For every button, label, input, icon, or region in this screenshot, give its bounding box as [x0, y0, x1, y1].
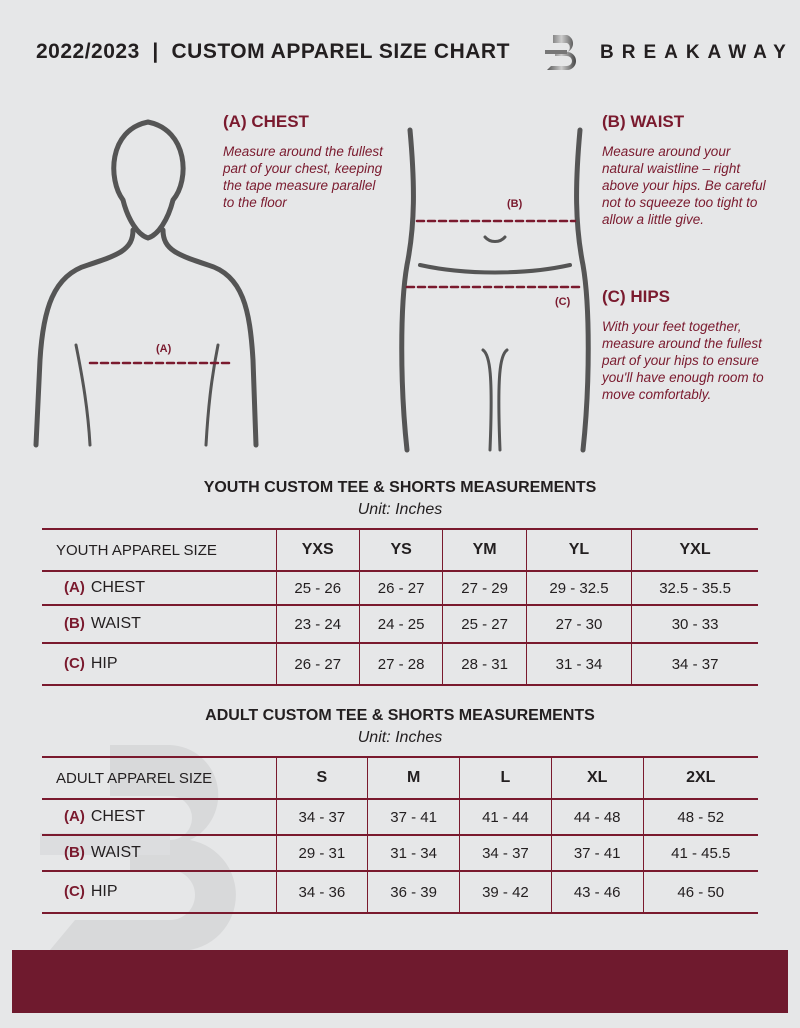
table-cell: 34 - 37: [459, 834, 552, 872]
size-column-header: YXS: [275, 528, 360, 572]
size-column-header: XL: [550, 756, 644, 800]
row-label: (B) WAIST: [42, 604, 276, 644]
table-cell: 27 - 30: [525, 604, 632, 644]
footer-bar: [12, 950, 788, 1013]
row-letter: (C): [64, 883, 85, 900]
row-letter: (A): [64, 808, 85, 825]
table-cell: 37 - 41: [367, 798, 460, 836]
table-cell: 31 - 34: [525, 642, 632, 686]
table-cell: 31 - 34: [367, 834, 460, 872]
table-cell: 34 - 37: [631, 642, 758, 686]
size-column-header: YXL: [631, 528, 758, 572]
waist-heading: (B) WAIST: [602, 112, 685, 131]
size-column-header: M: [367, 756, 460, 800]
hips-heading: (C) HIPS: [602, 287, 670, 306]
hips-description: With your feet together, measure around …: [602, 319, 764, 402]
youth-size-table: YOUTH APPAREL SIZE YXS YS YM YL YXL (A) CHEST 25…: [42, 528, 758, 686]
chest-description: Measure around the fullest part of your …: [223, 144, 383, 210]
row-label: (C) HIP: [42, 870, 276, 914]
table-cell: 23 - 24: [275, 604, 360, 644]
size-header: ADULT APPAREL SIZE: [42, 756, 276, 800]
table-row: (B) WAIST 23 - 24 24 - 25 25 - 27 27 - 30 30 -…: [42, 604, 758, 644]
table-cell: 29 - 31: [275, 834, 368, 872]
table-cell: 39 - 42: [459, 870, 552, 914]
adult-size-table: ADULT APPAREL SIZE S M L XL 2XL (A) CHEST 34 - 3…: [42, 756, 758, 914]
table-row: (C) HIP 26 - 27 27 - 28 28 - 31 31 - 34 34 - 3…: [42, 642, 758, 686]
row-label: (B) WAIST: [42, 834, 276, 872]
waist-description: Measure around your natural waistline – …: [602, 144, 766, 227]
youth-table-title: YOUTH CUSTOM TEE & SHORTS MEASUREMENTS: [203, 479, 597, 496]
chest-marker: (A): [156, 343, 172, 355]
row-label: (A) CHEST: [42, 798, 276, 836]
row-letter: (B): [64, 844, 85, 861]
row-name: CHEST: [90, 808, 146, 825]
waist-marker: (B): [507, 198, 523, 210]
size-column-header: YL: [525, 528, 632, 572]
table-cell: 28 - 31: [442, 642, 527, 686]
size-column-header: 2XL: [642, 756, 758, 800]
table-header-row: YOUTH APPAREL SIZE YXS YS YM YL YXL: [42, 528, 758, 572]
table-cell: 41 - 45.5: [642, 834, 758, 872]
table-cell: 27 - 28: [358, 642, 443, 686]
table-cell: 29 - 32.5: [525, 570, 632, 606]
table-cell: 34 - 37: [275, 798, 368, 836]
row-label: (A) CHEST: [42, 570, 276, 606]
row-name: HIP: [90, 883, 118, 900]
row-letter: (C): [64, 655, 85, 672]
row-letter: (A): [64, 579, 85, 596]
size-column-header: S: [275, 756, 368, 800]
lower-body-figure: [399, 127, 591, 453]
size-column-header: YM: [442, 528, 527, 572]
table-cell: 32.5 - 35.5: [631, 570, 758, 606]
table-row: (C) HIP 34 - 36 36 - 39 39 - 42 43 - 46 46 - 5…: [42, 870, 758, 914]
table-cell: 48 - 52: [642, 798, 758, 836]
table-row: (A) CHEST 34 - 37 37 - 41 41 - 44 44 - 48 48 -…: [42, 798, 758, 836]
row-label: (C) HIP: [42, 642, 276, 686]
brand-name: BREAKAWAY: [600, 42, 794, 63]
adult-unit: Unit: Inches: [357, 729, 443, 746]
row-letter: (B): [64, 615, 85, 632]
table-cell: 43 - 46: [550, 870, 644, 914]
row-name: WAIST: [90, 844, 141, 861]
size-header: YOUTH APPAREL SIZE: [42, 528, 276, 572]
youth-unit: Unit: Inches: [357, 501, 443, 518]
adult-table-title: ADULT CUSTOM TEE & SHORTS MEASUREMENTS: [205, 707, 595, 724]
table-cell: 24 - 25: [358, 604, 443, 644]
table-cell: 44 - 48: [550, 798, 644, 836]
table-cell: 37 - 41: [550, 834, 644, 872]
breakaway-logo-icon: [545, 35, 576, 70]
upper-body-figure: [33, 119, 259, 448]
table-cell: 25 - 27: [442, 604, 527, 644]
table-cell: 26 - 27: [358, 570, 443, 606]
size-column-header: L: [459, 756, 552, 800]
table-cell: 25 - 26: [275, 570, 360, 606]
row-name: HIP: [90, 655, 118, 672]
row-name: CHEST: [90, 579, 146, 596]
table-cell: 30 - 33: [631, 604, 758, 644]
table-cell: 34 - 36: [275, 870, 368, 914]
table-cell: 27 - 29: [442, 570, 527, 606]
table-cell: 46 - 50: [642, 870, 758, 914]
row-name: WAIST: [90, 615, 141, 632]
size-column-header: YS: [358, 528, 443, 572]
table-header-row: ADULT APPAREL SIZE S M L XL 2XL: [42, 756, 758, 800]
table-row: (B) WAIST 29 - 31 31 - 34 34 - 37 37 - 41 41 -…: [42, 834, 758, 872]
table-row: (A) CHEST 25 - 26 26 - 27 27 - 29 29 - 32.5 32…: [42, 570, 758, 606]
table-cell: 36 - 39: [367, 870, 460, 914]
hips-marker: (C): [555, 296, 571, 308]
page-title: 2022/2023 | CUSTOM APPAREL SIZE CHART: [36, 40, 510, 63]
chest-heading: (A) CHEST: [223, 112, 309, 131]
table-cell: 26 - 27: [275, 642, 360, 686]
table-cell: 41 - 44: [459, 798, 552, 836]
